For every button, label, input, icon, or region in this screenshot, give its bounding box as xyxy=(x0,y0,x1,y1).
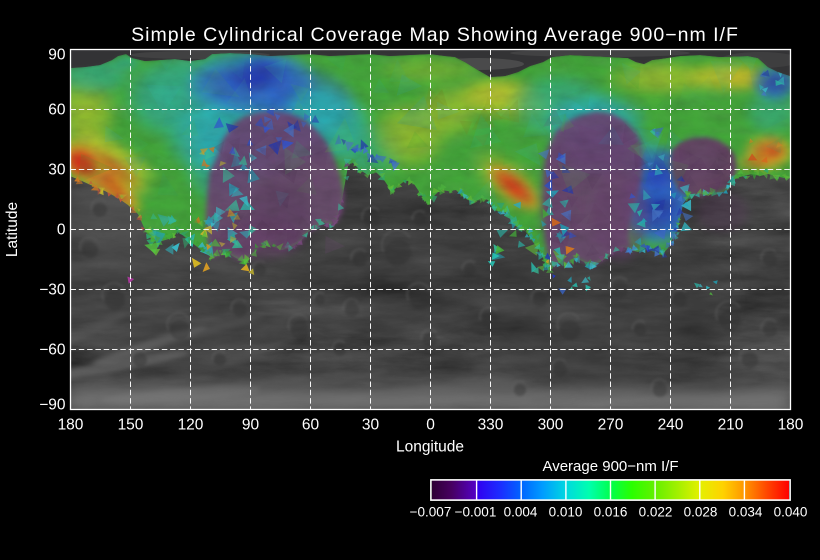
svg-text:30: 30 xyxy=(48,162,66,179)
svg-text:30: 30 xyxy=(362,417,380,434)
svg-text:−60: −60 xyxy=(39,342,66,359)
svg-text:120: 120 xyxy=(178,417,204,434)
svg-text:0.028: 0.028 xyxy=(684,505,718,520)
svg-text:300: 300 xyxy=(538,417,564,434)
svg-text:Average 900−nm I/F: Average 900−nm I/F xyxy=(542,458,678,475)
svg-text:Simple Cylindrical Coverage: Simple Cylindrical Coverage Map Showing … xyxy=(131,24,739,46)
svg-text:180: 180 xyxy=(58,417,84,434)
svg-text:60: 60 xyxy=(48,102,66,119)
svg-text:90: 90 xyxy=(242,417,260,434)
svg-text:210: 210 xyxy=(718,417,744,434)
svg-text:0.010: 0.010 xyxy=(549,505,583,520)
svg-text:180: 180 xyxy=(778,417,804,434)
svg-text:0.034: 0.034 xyxy=(729,505,763,520)
svg-text:330: 330 xyxy=(478,417,504,434)
svg-text:Latitude: Latitude xyxy=(4,202,21,257)
svg-text:0.022: 0.022 xyxy=(639,505,673,520)
svg-text:0: 0 xyxy=(57,222,66,239)
svg-text:−30: −30 xyxy=(39,282,66,299)
svg-text:−0.001: −0.001 xyxy=(455,505,497,520)
svg-text:0.004: 0.004 xyxy=(504,505,538,520)
svg-text:−90: −90 xyxy=(39,397,66,414)
svg-text:60: 60 xyxy=(302,417,320,434)
svg-text:0: 0 xyxy=(426,417,435,434)
svg-text:−0.007: −0.007 xyxy=(410,505,452,520)
svg-text:270: 270 xyxy=(598,417,624,434)
svg-text:240: 240 xyxy=(658,417,684,434)
svg-text:0.016: 0.016 xyxy=(594,505,628,520)
svg-text:90: 90 xyxy=(48,47,66,64)
svg-text:Longitude: Longitude xyxy=(396,439,464,456)
svg-text:150: 150 xyxy=(118,417,144,434)
svg-text:0.040: 0.040 xyxy=(774,505,808,520)
